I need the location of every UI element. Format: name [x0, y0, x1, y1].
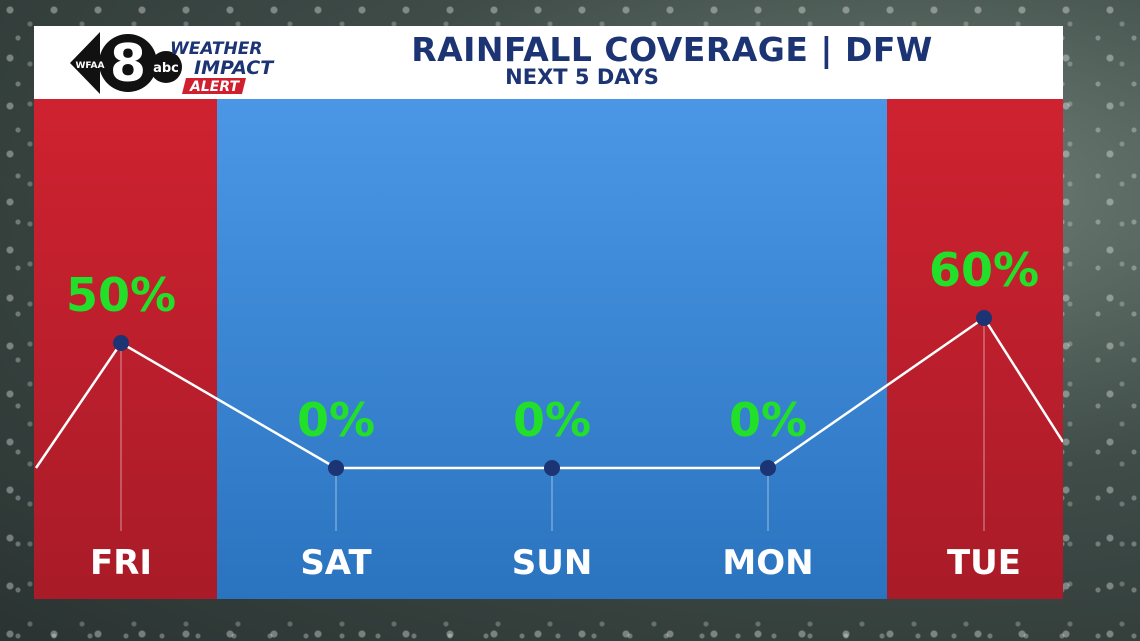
- day-label-tue: TUE: [947, 543, 1021, 583]
- point-sun: [544, 460, 560, 476]
- point-sat: [328, 460, 344, 476]
- value-label-mon: 0%: [729, 393, 807, 447]
- day-label-sun: SUN: [512, 543, 593, 583]
- value-label-tue: 60%: [929, 243, 1039, 297]
- page-subtitle: NEXT 5 DAYS: [505, 65, 659, 89]
- header-bar: 8 WFAA abc WEATHER IMPACT ALERT RAINFALL…: [34, 26, 1063, 99]
- point-fri: [113, 335, 129, 351]
- highlight-band-tue: [887, 99, 1063, 599]
- value-label-sun: 0%: [513, 393, 591, 447]
- day-label-fri: FRI: [90, 543, 152, 583]
- point-mon: [760, 460, 776, 476]
- day-label-mon: MON: [722, 543, 813, 583]
- logo-number: 8: [110, 34, 146, 94]
- value-label-sat: 0%: [297, 393, 375, 447]
- logo-text: WFAA: [76, 61, 105, 71]
- blue-band: [217, 99, 887, 599]
- alert-line1: WEATHER: [170, 39, 262, 59]
- logo-network: abc: [153, 61, 179, 76]
- point-tue: [976, 310, 992, 326]
- alert-line3: ALERT: [189, 79, 240, 95]
- wfaa-logo: 8 WFAA abc: [70, 32, 182, 94]
- rainfall-chart: 50% 0% 0% 0% 60% FRI SAT SUN MON TUE: [34, 99, 1063, 599]
- weather-impact-alert-logo: WEATHER IMPACT ALERT: [170, 39, 275, 95]
- day-label-sat: SAT: [300, 543, 372, 583]
- page-title: RAINFALL COVERAGE | DFW: [411, 30, 933, 69]
- value-label-fri: 50%: [66, 268, 176, 322]
- alert-line2: IMPACT: [194, 57, 275, 79]
